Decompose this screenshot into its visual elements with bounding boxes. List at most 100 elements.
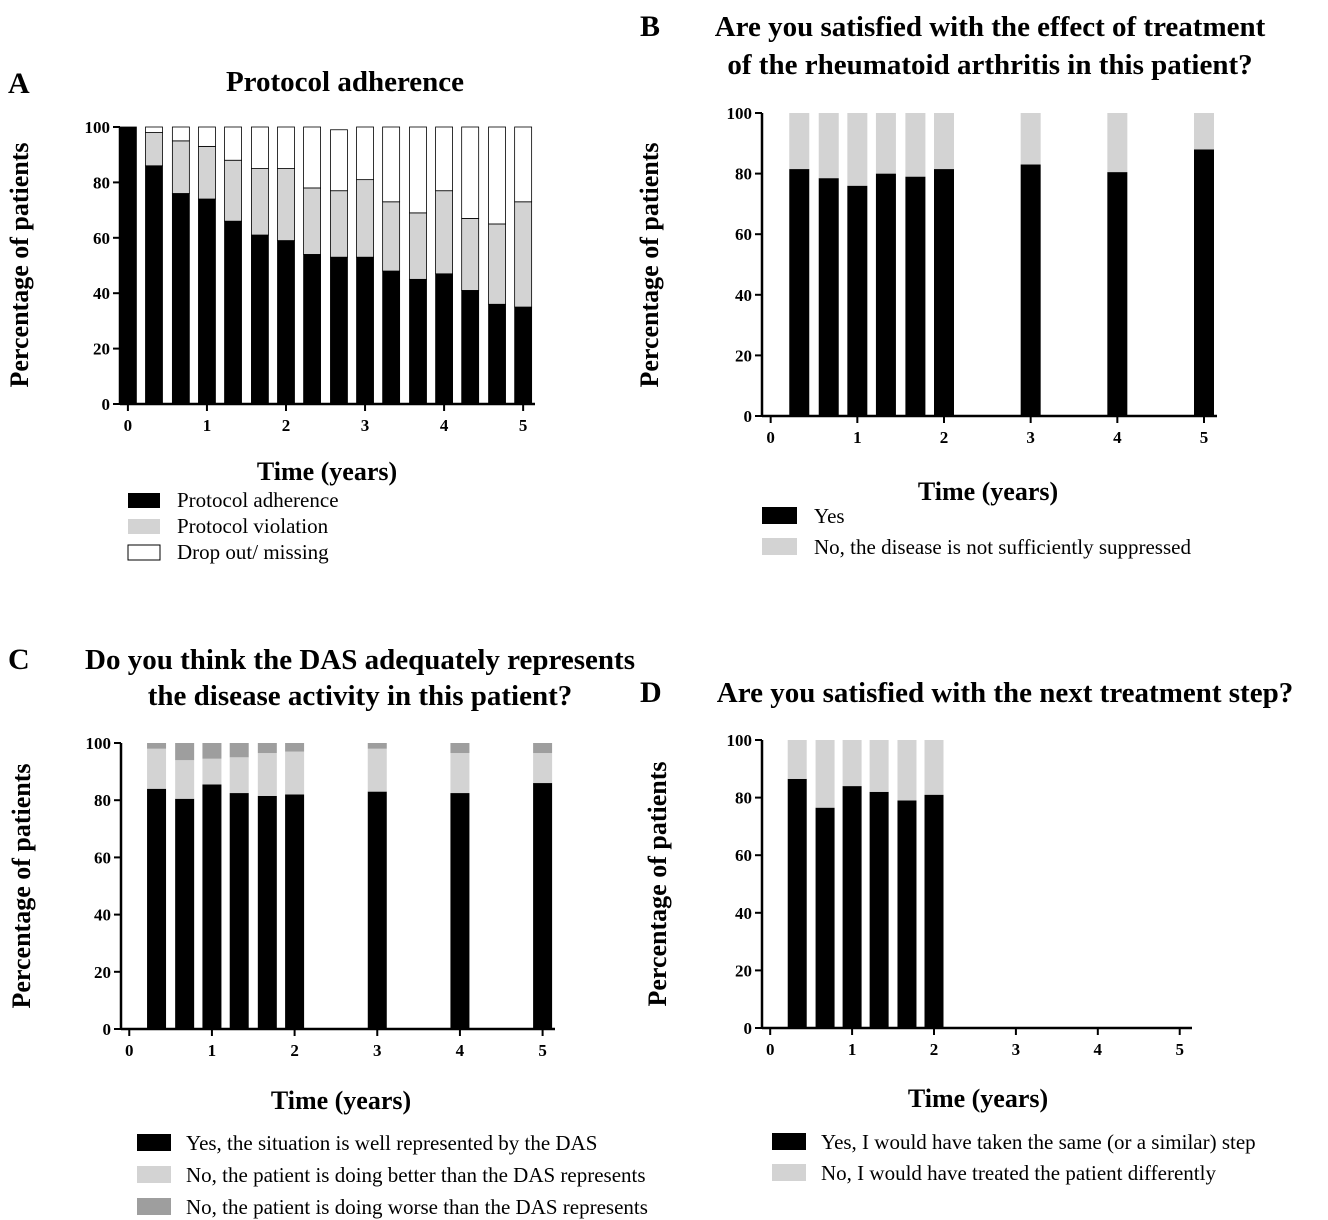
- legend-label: Yes: [814, 504, 845, 528]
- bar-no-i-would-have-treated-the-patient-diff: [787, 740, 807, 779]
- bar-no-the-patient-is-doing-better-than-the-: [257, 753, 277, 796]
- y-axis-label: Percentage of patients: [643, 761, 672, 1006]
- bar-no-i-would-have-treated-the-patient-diff: [897, 740, 917, 801]
- bar-protocol-adherence: [119, 126, 137, 405]
- bar-yes-the-situation-is-well-represented-by: [450, 793, 470, 1029]
- bar-protocol-adherence: [171, 193, 190, 405]
- bar-protocol-adherence: [277, 240, 295, 405]
- y-tick-label: 20: [93, 340, 110, 359]
- x-tick-label: 1: [853, 428, 862, 447]
- x-tick-label: 2: [930, 1040, 939, 1059]
- bar-protocol-adherence: [382, 270, 401, 405]
- bar-yes: [905, 176, 926, 416]
- bar-drop-out-missing: [251, 126, 269, 169]
- bar-yes-i-would-have-taken-the-same-or-a-sim: [924, 794, 944, 1028]
- bar-protocol-adherence: [303, 254, 321, 405]
- bar-yes: [934, 169, 954, 416]
- bar-drop-out-missing: [409, 126, 427, 214]
- bar-drop-out-missing: [277, 126, 295, 169]
- x-tick-label: 3: [1026, 428, 1035, 447]
- x-axis-label: Time (years): [257, 457, 397, 486]
- bar-yes-i-would-have-taken-the-same-or-a-sim: [842, 786, 862, 1028]
- bar-protocol-adherence: [198, 198, 216, 405]
- y-tick-label: 0: [744, 407, 753, 426]
- legend-label: Yes, I would have taken the same (or a s…: [821, 1130, 1256, 1154]
- bar-protocol-violation: [145, 132, 163, 167]
- y-tick-label: 20: [735, 961, 752, 980]
- y-tick-label: 40: [94, 906, 111, 925]
- x-tick-label: 2: [282, 416, 291, 435]
- bar-yes-the-situation-is-well-represented-by: [175, 798, 195, 1029]
- bar-drop-out-missing: [330, 129, 348, 192]
- y-tick-label: 0: [744, 1019, 753, 1038]
- bar-no-the-patient-is-doing-worse-than-the-d: [285, 743, 305, 752]
- x-axis-label: Time (years): [908, 1084, 1048, 1113]
- bar-yes-i-would-have-taken-the-same-or-a-sim: [897, 800, 917, 1028]
- legend-label: Protocol adherence: [177, 488, 339, 512]
- y-tick-label: 100: [727, 731, 753, 750]
- bar-yes: [847, 185, 868, 416]
- bar-drop-out-missing: [461, 126, 480, 219]
- bar-no-the-disease-is-not-sufficiently-suppr: [1194, 113, 1214, 150]
- chart-title-line: the disease activity in this patient?: [148, 680, 573, 712]
- x-tick-label: 4: [440, 416, 449, 435]
- bar-protocol-adherence: [251, 234, 269, 405]
- bar-no-the-patient-is-doing-better-than-the-: [285, 751, 305, 795]
- x-axis-label: Time (years): [271, 1086, 411, 1115]
- bar-no-the-disease-is-not-sufficiently-suppr: [1020, 113, 1041, 165]
- bar-no-the-patient-is-doing-better-than-the-: [367, 748, 387, 792]
- x-tick-label: 4: [1094, 1040, 1103, 1059]
- bar-yes-i-would-have-taken-the-same-or-a-sim: [787, 778, 807, 1028]
- bar-no-the-patient-is-doing-worse-than-the-d: [147, 743, 167, 749]
- bar-drop-out-missing: [198, 126, 216, 147]
- y-tick-label: 80: [735, 789, 752, 808]
- x-tick-label: 5: [538, 1041, 547, 1060]
- bar-protocol-violation: [224, 159, 242, 222]
- bar-yes-the-situation-is-well-represented-by: [533, 783, 553, 1029]
- bar-yes-the-situation-is-well-represented-by: [202, 784, 222, 1029]
- panel-a: A Protocol adherence 0 20 40 60 80 100 0 1 2 3 4 5 Tim…: [5, 66, 535, 564]
- y-tick-label: 100: [85, 118, 111, 137]
- legend-swatch: [772, 1164, 806, 1181]
- y-tick-label: 0: [103, 1020, 112, 1039]
- bar-protocol-violation: [277, 168, 295, 241]
- chart-title-line: of the rheumatoid arthritis in this pati…: [727, 49, 1252, 81]
- legend-label: No, I would have treated the patient dif…: [821, 1161, 1216, 1185]
- bar-protocol-violation: [330, 190, 348, 258]
- x-tick-label: 4: [456, 1041, 465, 1060]
- bar-no-the-patient-is-doing-worse-than-the-d: [533, 743, 553, 754]
- bar-protocol-violation: [382, 201, 401, 272]
- bar-yes-the-situation-is-well-represented-by: [229, 793, 249, 1029]
- bar-no-i-would-have-treated-the-patient-diff: [869, 740, 889, 792]
- x-tick-label: 1: [848, 1040, 857, 1059]
- x-tick-label: 0: [766, 1040, 775, 1059]
- y-tick-label: 80: [94, 791, 111, 810]
- bar-no-the-disease-is-not-sufficiently-suppr: [905, 113, 926, 177]
- bar-yes: [1107, 172, 1128, 416]
- bar-protocol-violation: [435, 190, 453, 275]
- y-tick-label: 60: [735, 225, 752, 244]
- legend-swatch: [128, 519, 160, 534]
- y-tick-label: 100: [727, 104, 753, 123]
- x-tick-label: 1: [203, 416, 212, 435]
- y-tick-label: 60: [94, 848, 111, 867]
- bar-protocol-adherence: [330, 256, 348, 405]
- legend-swatch: [762, 507, 797, 524]
- x-axis-label: Time (years): [918, 477, 1058, 506]
- y-tick-label: 40: [93, 284, 110, 303]
- bar-protocol-violation: [198, 145, 216, 200]
- y-tick-label: 20: [94, 963, 111, 982]
- x-tick-label: 2: [940, 428, 949, 447]
- y-tick-label: 100: [86, 734, 112, 753]
- bar-yes: [1020, 164, 1041, 416]
- legend-swatch: [137, 1198, 171, 1215]
- legend-swatch: [137, 1166, 171, 1183]
- x-tick-label: 2: [290, 1041, 299, 1060]
- bar-yes-i-would-have-taken-the-same-or-a-sim: [869, 791, 889, 1028]
- bar-no-the-patient-is-doing-better-than-the-: [229, 757, 249, 794]
- bar-protocol-adherence: [145, 165, 163, 405]
- legend-label: No, the disease is not sufficiently supp…: [814, 535, 1191, 559]
- y-axis-label: Percentage of patients: [5, 142, 34, 387]
- bar-protocol-violation: [356, 179, 374, 258]
- panel-letter: C: [8, 643, 30, 676]
